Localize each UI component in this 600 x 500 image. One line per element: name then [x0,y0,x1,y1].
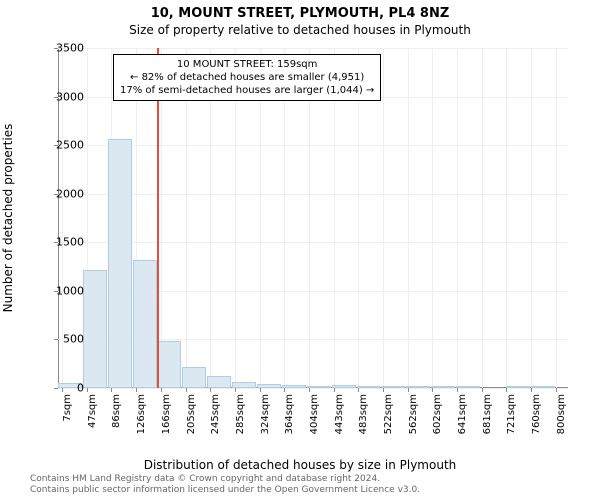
x-tick-mark [235,388,236,392]
x-tick-label: 721sqm [506,394,517,454]
y-tick-label: 3500 [44,42,84,55]
histogram-bar [332,385,356,388]
y-tick-label: 1500 [44,236,84,249]
x-tick-mark [531,388,532,392]
histogram-bar [506,386,530,388]
y-tick-label: 2500 [44,139,84,152]
histogram-bar [531,386,555,388]
x-tick-mark [161,388,162,392]
x-tick-mark [309,388,310,392]
x-axis-label: Distribution of detached houses by size … [0,458,600,472]
histogram-bar [406,386,430,388]
y-tick-label: 1000 [44,284,84,297]
footer-line-2: Contains public sector information licen… [30,485,420,496]
x-tick-mark [482,388,483,392]
gridline-v [457,48,458,388]
histogram-bar [83,270,107,389]
histogram-bar [381,386,405,388]
x-tick-mark [284,388,285,392]
x-tick-label: 245sqm [210,394,221,454]
x-tick-mark [358,388,359,392]
gridline-v [432,48,433,388]
x-tick-label: 602sqm [432,394,443,454]
x-tick-label: 443sqm [334,394,345,454]
gridline-v [531,48,532,388]
x-tick-mark [383,388,384,392]
histogram-bar [431,386,455,388]
x-tick-mark [556,388,557,392]
gridline-v [408,48,409,388]
x-tick-label: 364sqm [284,394,295,454]
x-tick-label: 47sqm [87,394,98,454]
y-tick-label: 2000 [44,187,84,200]
x-tick-label: 483sqm [358,394,369,454]
x-tick-label: 86sqm [111,394,122,454]
x-tick-mark [260,388,261,392]
x-tick-mark [136,388,137,392]
x-tick-label: 166sqm [161,394,172,454]
gridline-v [556,48,557,388]
x-tick-label: 205sqm [186,394,197,454]
histogram-bar [357,386,381,388]
page-title: 10, MOUNT STREET, PLYMOUTH, PL4 8NZ [0,0,600,21]
annotation-box: 10 MOUNT STREET: 159sqm← 82% of detached… [113,54,381,101]
gridline-h [58,388,568,389]
histogram-bar [108,139,132,388]
gridline-v [383,48,384,388]
y-axis-label: Number of detached properties [1,124,15,313]
page-subtitle: Size of property relative to detached ho… [0,21,600,37]
annotation-line: 10 MOUNT STREET: 159sqm [120,58,374,71]
x-tick-label: 522sqm [383,394,394,454]
gridline-h [58,194,568,195]
plot-area: 10 MOUNT STREET: 159sqm← 82% of detached… [58,48,568,388]
y-tick-label: 3000 [44,90,84,103]
chart-area: 10 MOUNT STREET: 159sqm← 82% of detached… [58,48,568,418]
x-tick-label: 285sqm [235,394,246,454]
histogram-bar [257,384,281,388]
gridline-v [482,48,483,388]
y-tick-label: 0 [44,382,84,395]
x-tick-mark [111,388,112,392]
x-tick-label: 760sqm [531,394,542,454]
footer-line-1: Contains HM Land Registry data © Crown c… [30,474,420,485]
gridline-h [58,242,568,243]
x-tick-mark [210,388,211,392]
histogram-bar [133,260,157,388]
x-tick-label: 800sqm [556,394,567,454]
x-tick-label: 7sqm [62,394,73,454]
x-tick-label: 324sqm [260,394,271,454]
histogram-bar [282,385,306,388]
x-tick-mark [186,388,187,392]
histogram-bar [182,367,206,388]
x-tick-label: 562sqm [408,394,419,454]
x-tick-label: 404sqm [309,394,320,454]
x-tick-label: 681sqm [482,394,493,454]
x-tick-mark [334,388,335,392]
annotation-line: 17% of semi-detached houses are larger (… [120,84,374,97]
gridline-v [506,48,507,388]
x-tick-mark [408,388,409,392]
x-tick-label: 641sqm [457,394,468,454]
x-tick-label: 126sqm [136,394,147,454]
histogram-bar [158,341,182,388]
y-tick-label: 500 [44,333,84,346]
annotation-line: ← 82% of detached houses are smaller (4,… [120,71,374,84]
gridline-h [58,145,568,146]
x-tick-mark [87,388,88,392]
gridline-h [58,48,568,49]
footer-credits: Contains HM Land Registry data © Crown c… [30,474,420,496]
histogram-bar [232,382,256,388]
histogram-bar [207,376,231,388]
x-tick-mark [506,388,507,392]
x-tick-mark [432,388,433,392]
x-tick-mark [457,388,458,392]
histogram-bar [307,386,331,388]
histogram-bar [456,386,480,388]
